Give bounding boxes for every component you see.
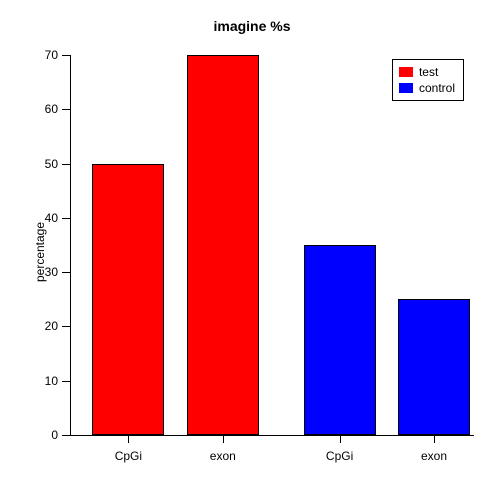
y-tick bbox=[62, 109, 70, 110]
y-tick-label: 10 bbox=[36, 374, 58, 388]
plot-area: 010203040506070CpGiexonCpGiexontestcontr… bbox=[70, 55, 470, 435]
legend-swatch bbox=[399, 83, 413, 93]
y-tick bbox=[62, 218, 70, 219]
x-tick bbox=[223, 435, 224, 443]
bar bbox=[304, 245, 376, 435]
bar bbox=[398, 299, 470, 435]
bar bbox=[187, 55, 259, 435]
x-tick-label: exon bbox=[421, 449, 447, 463]
bar bbox=[92, 164, 164, 435]
y-tick bbox=[62, 326, 70, 327]
x-tick bbox=[434, 435, 435, 443]
x-tick bbox=[128, 435, 129, 443]
chart-container: imagine %s percentage 010203040506070CpG… bbox=[0, 0, 504, 504]
y-tick bbox=[62, 381, 70, 382]
y-tick-label: 70 bbox=[36, 48, 58, 62]
x-tick-label: CpGi bbox=[115, 449, 142, 463]
y-tick bbox=[62, 164, 70, 165]
y-tick bbox=[62, 272, 70, 273]
plot-inner: 010203040506070CpGiexonCpGiexontestcontr… bbox=[70, 55, 470, 435]
y-tick bbox=[62, 55, 70, 56]
y-tick-label: 40 bbox=[36, 211, 58, 225]
y-tick-label: 50 bbox=[36, 157, 58, 171]
chart-title: imagine %s bbox=[0, 18, 504, 34]
x-tick-label: exon bbox=[210, 449, 236, 463]
legend-label: test bbox=[419, 64, 438, 80]
y-tick-label: 20 bbox=[36, 319, 58, 333]
x-tick-label: CpGi bbox=[326, 449, 353, 463]
x-axis-line bbox=[70, 435, 474, 436]
legend-item: control bbox=[399, 80, 455, 96]
y-axis-line bbox=[70, 55, 71, 435]
y-tick bbox=[62, 435, 70, 436]
legend: testcontrol bbox=[392, 59, 464, 101]
legend-label: control bbox=[419, 80, 455, 96]
legend-swatch bbox=[399, 67, 413, 77]
x-tick bbox=[340, 435, 341, 443]
y-tick-label: 60 bbox=[36, 102, 58, 116]
y-tick-label: 0 bbox=[36, 428, 58, 442]
y-tick-label: 30 bbox=[36, 265, 58, 279]
legend-item: test bbox=[399, 64, 455, 80]
